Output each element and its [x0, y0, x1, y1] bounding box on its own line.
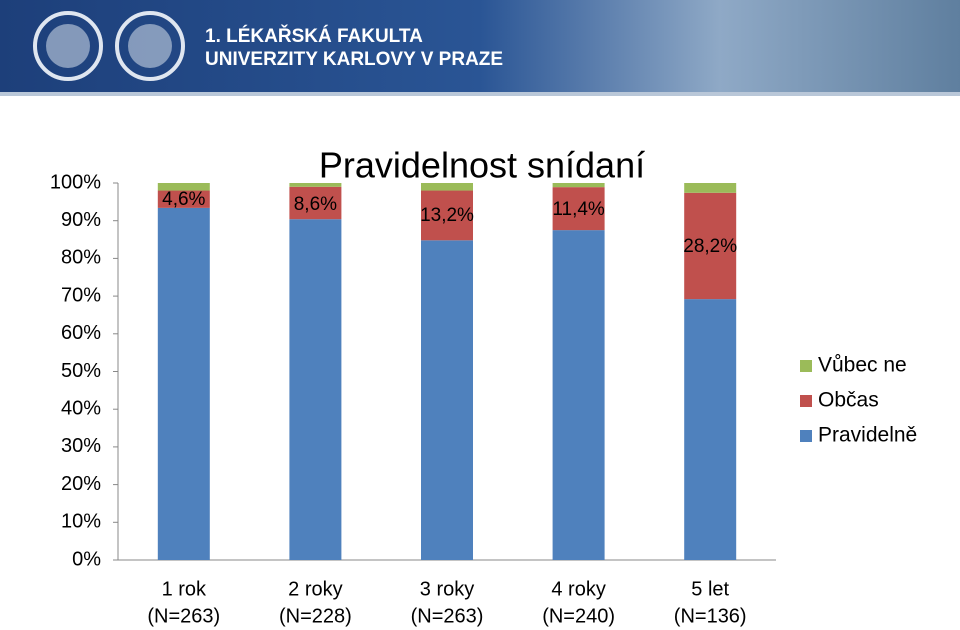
logo	[128, 24, 172, 68]
x-tick-label: 1 rok	[162, 578, 207, 600]
legend-label: Pravidelně	[818, 424, 917, 447]
y-tick-label: 20%	[61, 473, 101, 495]
data-label: 13,2%	[420, 205, 474, 226]
bar-segment	[157, 207, 210, 560]
legend-swatch	[800, 360, 812, 372]
y-tick-label: 60%	[61, 322, 101, 344]
data-label: 8,6%	[294, 194, 337, 215]
legend-swatch	[800, 395, 812, 407]
x-tick-label: 4 roky	[551, 578, 605, 600]
bar-segment	[289, 219, 342, 560]
bar-segment	[552, 187, 605, 231]
bar-segment	[552, 183, 605, 188]
y-tick-label: 30%	[61, 435, 101, 457]
x-tick-label: (N=263)	[147, 605, 220, 627]
bar-segment	[552, 230, 605, 560]
x-tick-label: 2 roky	[288, 578, 342, 600]
data-label: 4,6%	[162, 189, 205, 210]
bar-segment	[421, 240, 473, 560]
x-tick-label: 5 let	[691, 578, 729, 600]
x-tick-label: (N=228)	[279, 605, 352, 627]
y-tick-label: 80%	[61, 247, 101, 269]
data-label: 11,4%	[552, 199, 605, 220]
legend-label: Vůbec ne	[818, 354, 907, 377]
legend-swatch	[800, 430, 812, 442]
bar-segment	[289, 183, 342, 187]
y-tick-label: 0%	[72, 548, 101, 570]
legend-label: Občas	[818, 389, 879, 412]
banner-edge	[0, 92, 960, 96]
bar-segment	[157, 183, 210, 191]
bar-segment	[157, 190, 210, 208]
y-tick-label: 100%	[50, 171, 101, 193]
x-tick-label: (N=263)	[411, 605, 484, 627]
y-tick-label: 10%	[61, 511, 101, 533]
logo	[33, 11, 103, 81]
logo	[46, 24, 90, 68]
y-tick-label: 50%	[61, 360, 101, 382]
x-tick-label: (N=136)	[674, 605, 747, 627]
bar-segment	[684, 299, 737, 560]
y-tick-label: 40%	[61, 397, 101, 419]
data-label: 28,2%	[683, 236, 737, 257]
x-tick-label: 3 roky	[420, 578, 474, 600]
y-tick-label: 90%	[61, 209, 101, 231]
header-line1: 1. LÉKAŘSKÁ FAKULTA	[205, 25, 423, 47]
chart-title: Pravidelnost snídaní	[319, 145, 645, 186]
bar-segment	[289, 186, 342, 220]
y-tick-label: 70%	[61, 284, 101, 306]
bar-segment	[421, 183, 473, 191]
bar-segment	[421, 190, 473, 241]
x-tick-label: (N=240)	[542, 605, 615, 627]
bar-segment	[684, 183, 737, 193]
header-line2: UNIVERZITY KARLOVY V PRAZE	[205, 49, 503, 70]
bar-segment	[684, 192, 737, 300]
header-banner: 1. LÉKAŘSKÁ FAKULTA UNIVERZITY KARLOVY V…	[0, 0, 960, 96]
logo	[115, 11, 185, 81]
